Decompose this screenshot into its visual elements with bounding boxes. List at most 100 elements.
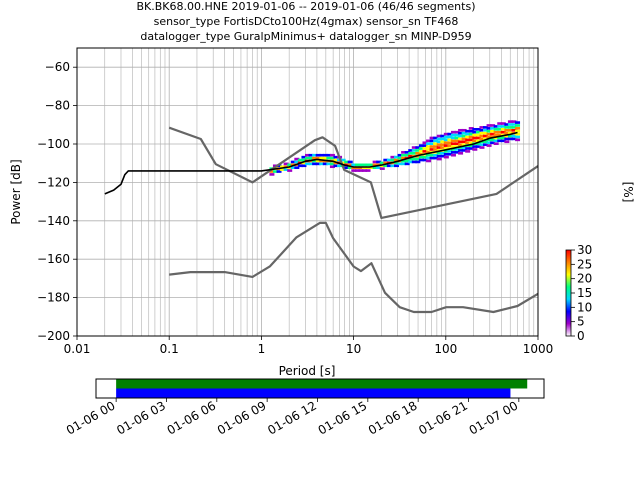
density-cell [450, 139, 456, 143]
density-cell [454, 151, 460, 154]
density-cell [504, 134, 510, 138]
density-cell [418, 147, 424, 150]
density-cell [340, 161, 346, 165]
density-cell [418, 144, 424, 147]
density-cell [354, 163, 360, 167]
density-cell [475, 130, 481, 134]
density-cell [379, 167, 385, 170]
density-cell [515, 129, 521, 133]
density-cell [511, 126, 517, 129]
density-cell [465, 138, 471, 142]
density-cell [411, 157, 417, 161]
density-cell [408, 157, 414, 161]
density-cell [397, 153, 403, 157]
density-cell [433, 148, 439, 151]
density-cell [312, 159, 318, 163]
density-cell [415, 160, 421, 164]
colorbar-tick-label: 5 [577, 315, 585, 329]
density-cell [401, 162, 407, 166]
timeline-tick-label: 01-07 00 [467, 398, 521, 437]
density-cell [504, 137, 510, 141]
timeline-tick-label: 01-06 09 [215, 398, 269, 437]
density-cell [479, 126, 485, 129]
x-tick-label: 1000 [523, 342, 554, 356]
density-cell [458, 140, 464, 144]
density-cell [433, 156, 439, 160]
density-cell [458, 131, 464, 135]
density-cell [486, 124, 492, 127]
density-cell [479, 128, 485, 132]
x-tick-label: 0.1 [160, 342, 179, 356]
density-cell [422, 155, 428, 159]
density-cell [497, 133, 503, 137]
density-cell [301, 164, 307, 168]
density-cell [515, 135, 521, 139]
colorbar-tick-label: 20 [577, 272, 592, 286]
density-cell [436, 143, 442, 146]
density-cell [418, 155, 424, 159]
colorbar-tick-label: 15 [577, 286, 592, 300]
density-cell [294, 166, 300, 169]
density-cell [394, 164, 400, 168]
density-cell [415, 152, 421, 155]
density-cell [418, 150, 424, 153]
density-cell [426, 148, 432, 151]
density-cell [287, 163, 293, 167]
density-cell [269, 170, 275, 173]
density-cell [276, 170, 282, 173]
density-cell [408, 152, 414, 155]
density-cell [479, 131, 485, 135]
colorbar-tick-label: 30 [577, 243, 592, 257]
density-cell [372, 166, 378, 169]
colorbar-tick-label: 25 [577, 257, 592, 271]
density-cell [436, 146, 442, 149]
density-cell [312, 162, 318, 166]
density-cell [450, 133, 456, 137]
timeline-tick-label: 01-06 21 [416, 398, 470, 437]
density-cell [461, 149, 467, 152]
density-cell [369, 163, 375, 167]
density-cell [511, 128, 517, 132]
density-cell [500, 125, 506, 128]
density-cell [305, 153, 311, 157]
density-cell [447, 141, 453, 145]
density-cell [486, 135, 492, 139]
density-cell [440, 146, 446, 149]
density-cell [443, 152, 449, 156]
timeline-bars [116, 379, 528, 398]
density-cell [422, 141, 428, 145]
density-cell [351, 169, 357, 172]
density-cell [490, 124, 496, 127]
timeline-tick-label: 01-06 15 [316, 398, 370, 437]
density-cell [436, 157, 442, 161]
density-cell [422, 144, 428, 147]
density-cell [461, 140, 467, 144]
density-cell [301, 161, 307, 165]
density-cell [429, 139, 435, 143]
density-cell [322, 156, 328, 160]
timeline-bar-0 [116, 379, 528, 389]
density-cell [404, 153, 410, 157]
x-axis-label: Period [s] [279, 364, 336, 378]
density-cell [436, 140, 442, 144]
density-cell [383, 161, 389, 165]
colorbar-tick-label: 0 [577, 329, 585, 343]
density-cloud [269, 120, 521, 176]
density-cell [394, 161, 400, 165]
density-cell [450, 148, 456, 151]
density-cell [401, 156, 407, 160]
density-cell [500, 139, 506, 143]
density-cell [465, 132, 471, 136]
density-cell [507, 126, 513, 129]
y-tick-label: −140 [37, 214, 70, 228]
density-cell [397, 162, 403, 166]
density-cell [479, 134, 485, 138]
density-cell [415, 149, 421, 152]
density-cell [372, 163, 378, 167]
density-cell [490, 127, 496, 130]
density-cell [283, 168, 289, 171]
density-cell [507, 131, 513, 135]
density-cell [472, 133, 478, 137]
x-tick-label: 1 [258, 342, 266, 356]
density-cell [358, 169, 364, 172]
